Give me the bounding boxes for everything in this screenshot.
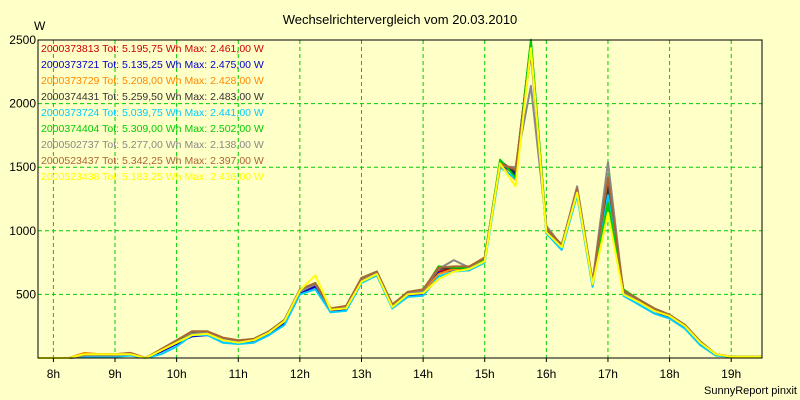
legend-entry: 2000523437 Tot: 5.342,25 Wh Max: 2.397,0…: [41, 155, 264, 167]
legend-tot-prefix: Tot:: [99, 155, 122, 167]
legend-max-prefix: Max:: [182, 107, 211, 119]
x-tick-label: 19h: [721, 367, 741, 381]
legend-total: 5.183,25 Wh: [122, 171, 182, 183]
x-tick-label: 14h: [413, 367, 433, 381]
chart-title: Wechselrichtervergleich vom 20.03.2010: [283, 12, 518, 27]
legend-total: 5.277,00 Wh: [122, 139, 182, 151]
y-tick-label: 2000: [9, 97, 36, 111]
legend-entry: 2000373813 Tot: 5.195,75 Wh Max: 2.461,0…: [41, 43, 264, 55]
y-tick-label: 1000: [9, 224, 36, 238]
x-tick-label: 9h: [108, 367, 121, 381]
legend-serial: 2000373724: [41, 107, 100, 119]
series-lines: [38, 38, 762, 359]
legend-tot-prefix: Tot:: [99, 43, 122, 55]
legend: 2000373813 Tot: 5.195,75 Wh Max: 2.461,0…: [41, 43, 264, 183]
x-tick-label: 18h: [660, 367, 680, 381]
x-tick-label: 13h: [351, 367, 371, 381]
legend-max: 2.475,00 W: [210, 59, 264, 71]
legend-entry: 2000373724 Tot: 5.039,75 Wh Max: 2.441,0…: [41, 107, 264, 119]
series-line-2000373724: [38, 46, 762, 359]
legend-max: 2.428,00 W: [210, 75, 264, 87]
legend-total: 5.039,75 Wh: [122, 107, 182, 119]
legend-serial: 2000373813: [41, 43, 100, 55]
legend-max: 2.138,00 W: [210, 139, 264, 151]
y-tick-label: 1500: [9, 160, 36, 174]
legend-entry: 2000374431 Tot: 5.259,50 Wh Max: 2.483,0…: [41, 91, 264, 103]
legend-serial: 2000374431: [41, 91, 100, 103]
legend-entry: 2000502737 Tot: 5.277,00 Wh Max: 2.138,0…: [41, 139, 264, 151]
legend-tot-prefix: Tot:: [99, 123, 122, 135]
legend-total: 5.309,00 Wh: [122, 123, 182, 135]
legend-total: 5.135,25 Wh: [122, 59, 182, 71]
y-tick-label: 2500: [9, 33, 36, 47]
legend-max-prefix: Max:: [182, 139, 211, 151]
legend-serial: 2000373721: [41, 59, 100, 71]
legend-serial: 2000374404: [41, 123, 100, 135]
x-tick-label: 11h: [229, 367, 248, 381]
legend-total: 5.195,75 Wh: [122, 43, 182, 55]
legend-tot-prefix: Tot:: [99, 139, 122, 151]
legend-tot-prefix: Tot:: [99, 107, 122, 119]
legend-max: 2.436,00 W: [210, 171, 264, 183]
legend-max-prefix: Max:: [182, 155, 211, 167]
y-tick-label: 500: [16, 287, 36, 301]
legend-max-prefix: Max:: [182, 59, 211, 71]
legend-max: 2.397,00 W: [210, 155, 264, 167]
series-line-2000523438: [38, 47, 762, 359]
legend-tot-prefix: Tot:: [99, 91, 122, 103]
legend-tot-prefix: Tot:: [99, 171, 122, 183]
legend-total: 5.342,25 Wh: [122, 155, 182, 167]
y-axis-unit-label: W: [34, 19, 46, 33]
legend-tot-prefix: Tot:: [99, 75, 122, 87]
legend-max: 2.483,00 W: [210, 91, 264, 103]
x-tick-label: 15h: [475, 367, 495, 381]
legend-entry: 2000374404 Tot: 5.309,00 Wh Max: 2.502,0…: [41, 123, 264, 135]
legend-entry: 2000523438 Tot: 5.183,25 Wh Max: 2.436,0…: [41, 171, 264, 183]
legend-max-prefix: Max:: [182, 123, 211, 135]
legend-tot-prefix: Tot:: [99, 59, 122, 71]
legend-max-prefix: Max:: [182, 75, 211, 87]
x-tick-label: 17h: [598, 367, 618, 381]
legend-total: 5.259,50 Wh: [122, 91, 182, 103]
legend-total: 5.208,00 Wh: [122, 75, 182, 87]
legend-max-prefix: Max:: [182, 171, 211, 183]
x-tick-label: 16h: [536, 367, 556, 381]
legend-max: 2.441,00 W: [210, 107, 264, 119]
legend-serial: 2000502737: [41, 139, 100, 151]
x-tick-label: 12h: [290, 367, 310, 381]
legend-serial: 2000523437: [41, 155, 100, 167]
legend-max-prefix: Max:: [182, 91, 211, 103]
legend-entry: 2000373721 Tot: 5.135,25 Wh Max: 2.475,0…: [41, 59, 264, 71]
legend-entry: 2000373729 Tot: 5.208,00 Wh Max: 2.428,0…: [41, 75, 264, 87]
x-tick-label: 8h: [47, 367, 60, 381]
axes: 500 1000 1500 2000 2500 8h 9h 10h 11h 12h 13h 14h 15…: [9, 33, 763, 381]
legend-max-prefix: Max:: [182, 43, 211, 55]
x-tick-label: 10h: [167, 367, 187, 381]
footer-credit: SunnyReport pinxit: [704, 385, 797, 397]
legend-max: 2.502,00 W: [210, 123, 264, 135]
legend-serial: 2000373729: [41, 75, 100, 87]
legend-max: 2.461,00 W: [210, 43, 264, 55]
plot-frame: [37, 39, 763, 359]
legend-serial: 2000523438: [41, 171, 100, 183]
